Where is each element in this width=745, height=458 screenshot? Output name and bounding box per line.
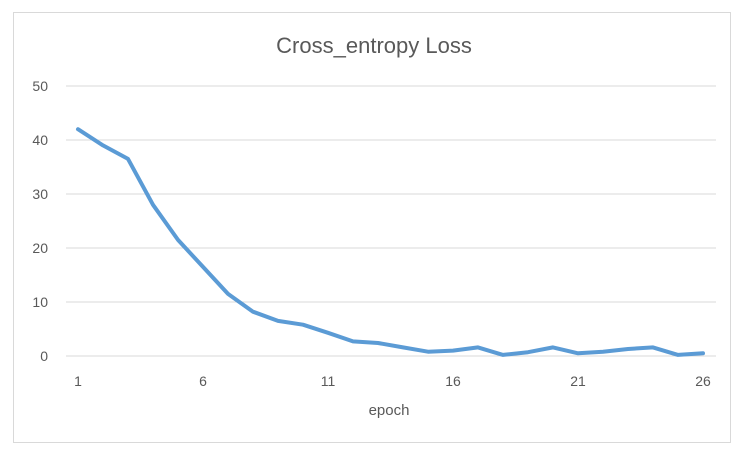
y-tick-label: 50 [32,78,48,94]
y-axis-ticks: 0 10 20 30 40 50 [32,78,48,364]
y-tick-label: 30 [32,186,48,202]
x-tick-label: 1 [74,373,82,389]
chart-frame [13,12,731,443]
y-tick-label: 20 [32,240,48,256]
x-tick-label: 21 [570,373,586,389]
x-tick-label: 26 [695,373,711,389]
x-tick-label: 11 [321,373,336,389]
x-axis-label: epoch [369,402,410,419]
gridlines [66,85,716,357]
x-tick-label: 6 [199,373,207,389]
series-line [76,127,705,357]
y-tick-label: 40 [32,132,48,148]
x-axis-ticks: 1 6 11 16 21 26 [74,373,711,389]
chart-title: Cross_entropy Loss [276,33,472,58]
x-tick-label: 16 [445,373,461,389]
y-tick-label: 10 [32,294,48,310]
y-tick-label: 0 [40,348,48,364]
